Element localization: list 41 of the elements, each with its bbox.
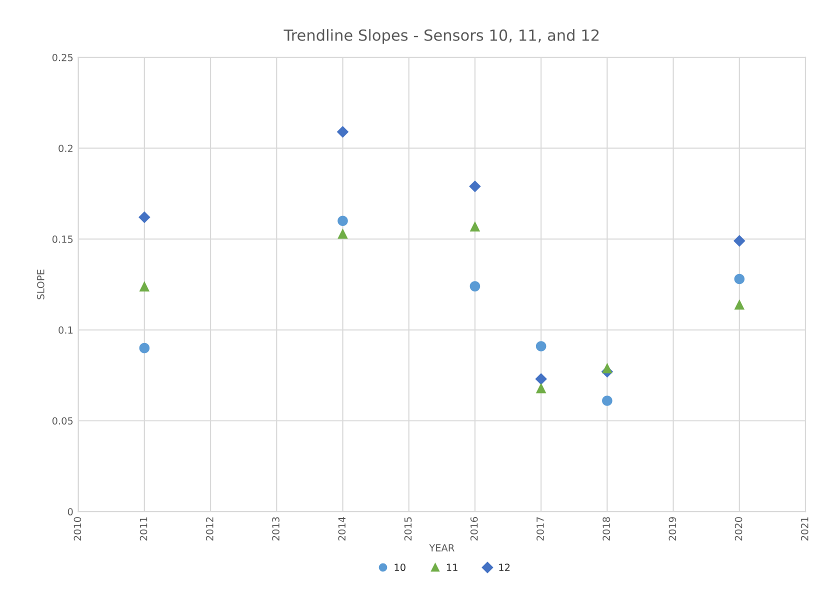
- x-tick-label: 2010: [74, 517, 82, 540]
- y-tick-label: 0.05: [52, 417, 73, 425]
- point: [602, 362, 612, 374]
- x-tick-label: 2011: [140, 517, 148, 540]
- point: [470, 281, 480, 292]
- legend-label: 12: [499, 564, 510, 571]
- point: [138, 211, 150, 224]
- point: [536, 382, 546, 394]
- point: [139, 281, 150, 292]
- point: [336, 126, 349, 138]
- x-tick-label: 2017: [536, 517, 544, 540]
- point: [139, 342, 150, 354]
- legend-label: 11: [446, 564, 458, 571]
- x-tick-label: 2015: [404, 517, 412, 540]
- x-tick-label: 2012: [206, 517, 214, 540]
- y-axis-title: SLOPE: [37, 270, 44, 300]
- point: [602, 396, 612, 406]
- x-tick-label: 2019: [668, 517, 676, 540]
- x-axis-title: YEAR: [429, 544, 454, 552]
- point: [734, 274, 745, 284]
- y-tick-label: 0.1: [58, 326, 73, 334]
- x-tick-label: 2020: [734, 517, 742, 540]
- point: [734, 299, 745, 310]
- x-tick-label: 2021: [800, 517, 808, 540]
- point: [338, 216, 348, 226]
- point: [469, 180, 481, 192]
- x-tick-label: 2016: [470, 517, 478, 540]
- x-tick-label: 2013: [272, 517, 280, 540]
- chart-title: Trendline Slopes - Sensors 10, 11, and 12: [284, 29, 599, 44]
- x-tick-label: 2014: [338, 516, 346, 540]
- point: [338, 228, 348, 239]
- legend-label: 10: [394, 564, 406, 572]
- point: [734, 234, 746, 247]
- y-tick-label: 0: [68, 508, 73, 516]
- y-tick-label: 0.15: [52, 236, 73, 243]
- y-tick-label: 0.2: [58, 144, 72, 152]
- y-tick-label: 0.25: [52, 54, 73, 62]
- x-tick-label: 2018: [602, 517, 610, 540]
- point: [470, 221, 480, 232]
- point: [535, 373, 547, 385]
- point: [536, 341, 546, 352]
